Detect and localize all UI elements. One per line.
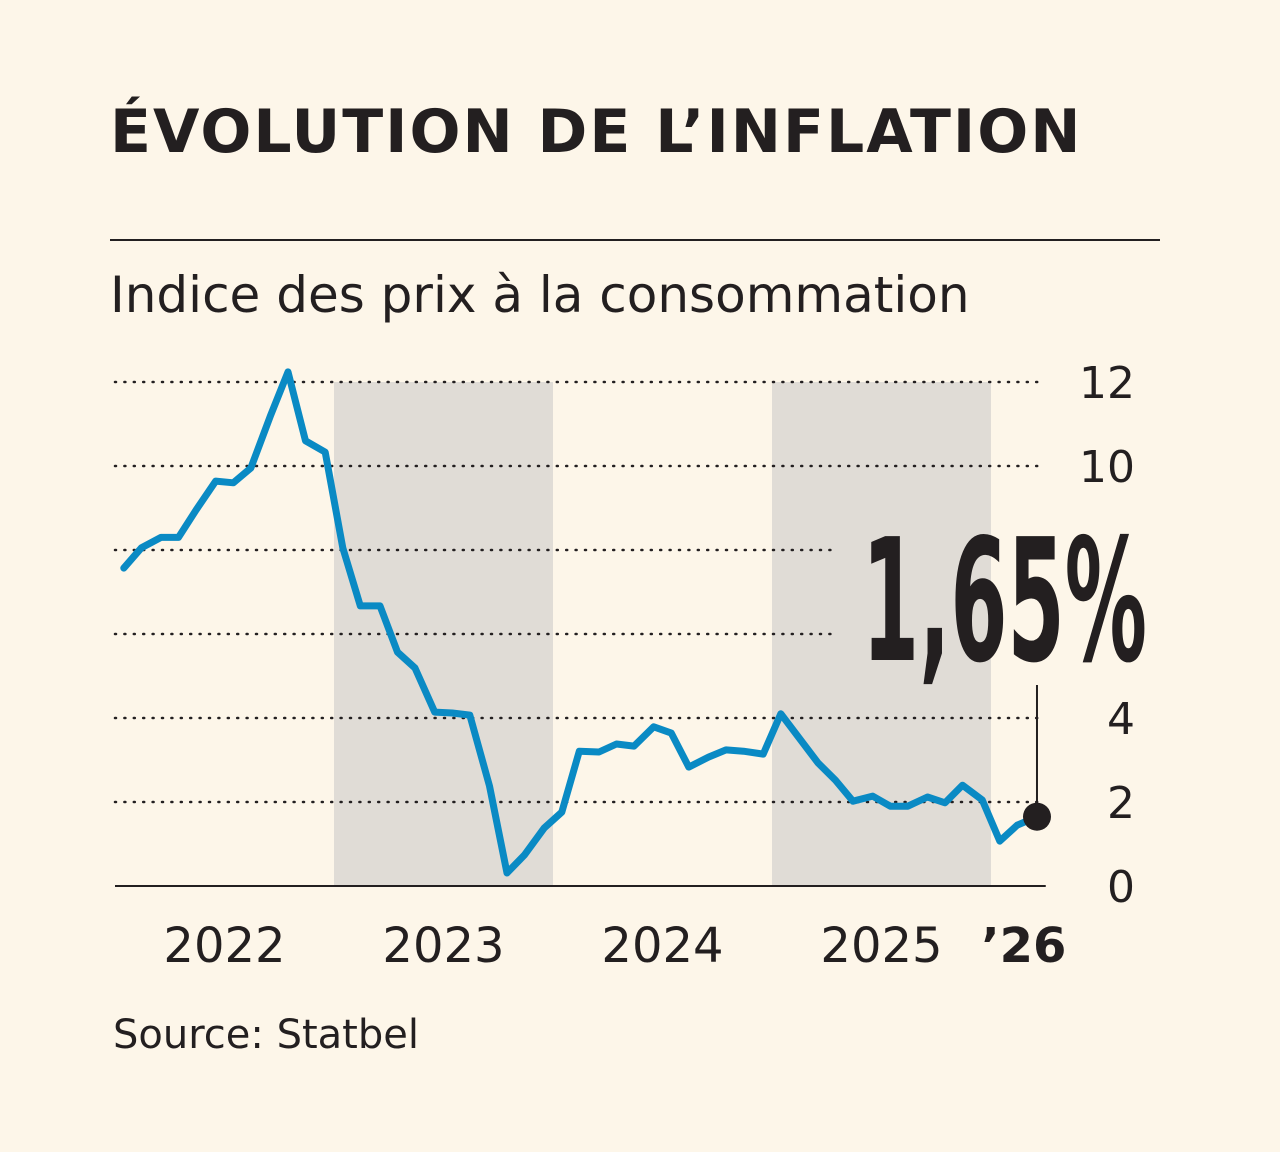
y-tick-label: 10 [1079, 442, 1135, 493]
y-tick-label: 4 [1107, 694, 1135, 745]
chart-source: Source: Statbel [113, 1012, 419, 1058]
last-point [1022, 802, 1051, 831]
x-tick-label: 2023 [382, 918, 504, 974]
y-tick-label: 0 [1107, 862, 1135, 913]
x-tick-label: 2025 [820, 918, 942, 974]
x-tick-label: ’26 [981, 918, 1066, 974]
annotation-value: 1,65% [862, 503, 1147, 701]
x-tick-label: 2024 [601, 918, 723, 974]
y-tick-label: 2 [1107, 778, 1135, 829]
x-tick-label: 2022 [163, 918, 285, 974]
chart-title: ÉVOLUTION DE L’INFLATION [110, 95, 1082, 167]
chart-subtitle: Indice des prix à la consommation [110, 266, 970, 324]
y-tick-label: 12 [1079, 358, 1135, 409]
inflation-line [120, 368, 1041, 877]
